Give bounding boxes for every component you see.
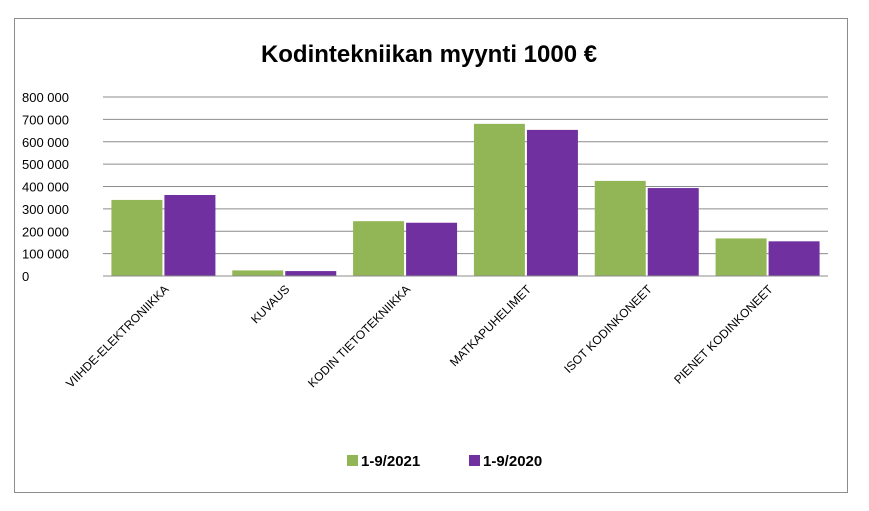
category-label: PIENET KODINKONEET — [671, 282, 776, 387]
bar-series-2 — [406, 222, 458, 276]
y-tick-label: 800 000 — [22, 90, 69, 105]
category-label: ISOT KODINKONEET — [561, 282, 655, 376]
bar-series-1 — [111, 199, 163, 276]
y-tick-label: 100 000 — [22, 247, 69, 262]
category-label: KODIN TIETOTEKNIIKKA — [305, 282, 413, 390]
bar-series-2 — [164, 195, 216, 276]
bar-series-1 — [715, 238, 767, 276]
y-tick-label: 200 000 — [22, 224, 69, 239]
category-labels: VIIHDE-ELEKTRONIIKKA KUVAUS KODIN TIETOTEK… — [63, 282, 776, 391]
legend-label: 1-9/2020 — [483, 453, 542, 470]
y-tick-label: 300 000 — [22, 202, 69, 217]
bar-series-1 — [473, 123, 525, 276]
chart-title: Kodintekniikan myynti 1000 € — [261, 41, 597, 68]
bar-series-1 — [594, 180, 646, 276]
legend: 1-9/2021 1-9/2020 — [347, 453, 542, 470]
y-tick-label: 400 000 — [22, 180, 69, 195]
category-label: KUVAUS — [248, 282, 292, 326]
legend-label: 1-9/2021 — [361, 453, 420, 470]
bar-series-2 — [526, 129, 578, 276]
bar-series-2 — [647, 188, 699, 276]
category-label: MATKAPUHELIMET — [447, 282, 535, 370]
y-axis-tick-labels: 0 100 000 200 000 300 000 400 000 500 000 600 … — [22, 90, 69, 284]
y-tick-label: 600 000 — [22, 135, 69, 150]
bar-series-2 — [768, 241, 820, 276]
y-tick-label: 700 000 — [22, 112, 69, 127]
legend-swatch — [469, 455, 480, 466]
bar-series-1 — [353, 221, 405, 276]
gridlines — [103, 96, 828, 255]
legend-swatch — [347, 455, 358, 466]
y-tick-label: 0 — [22, 269, 29, 284]
bars — [111, 123, 820, 276]
y-tick-label: 500 000 — [22, 157, 69, 172]
bar-series-2 — [285, 271, 337, 276]
bar-series-1 — [232, 270, 284, 276]
category-label: VIIHDE-ELEKTRONIIKKA — [63, 282, 171, 390]
